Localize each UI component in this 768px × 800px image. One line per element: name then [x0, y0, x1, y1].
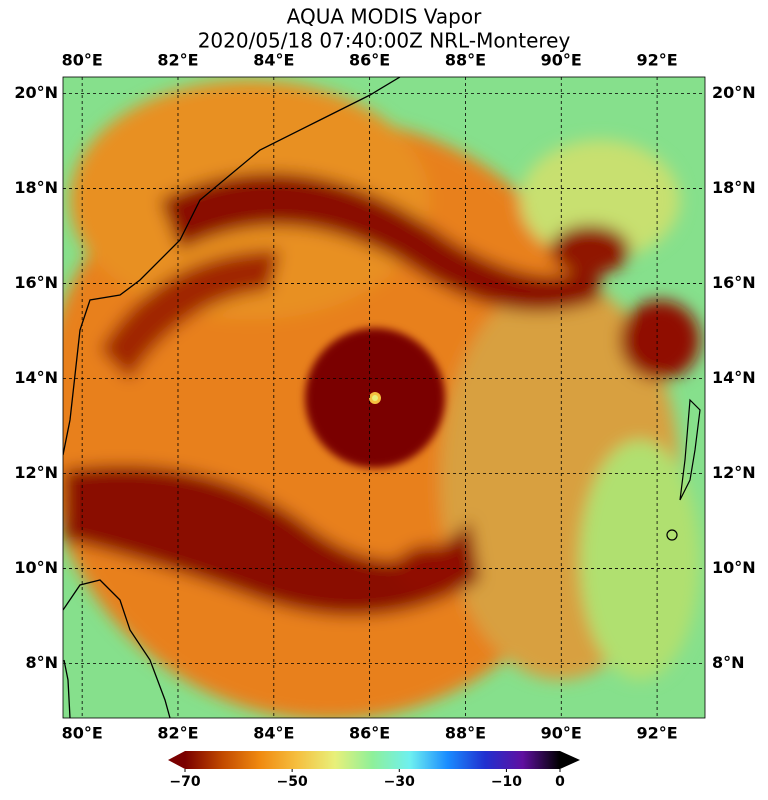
colorbar-bar [185, 751, 560, 769]
lat-tick-label: 14°N [712, 368, 756, 387]
colorbar-max-arrow [560, 751, 580, 769]
title-line: AQUA MODIS Vapor [287, 5, 482, 29]
lat-tick-label: 12°N [712, 463, 756, 482]
colorbar-tick-label: 0 [555, 774, 565, 790]
lat-tick-label: 18°N [712, 178, 756, 197]
lon-tick-label: 80°E [62, 724, 103, 743]
lat-tick-label: 16°N [712, 273, 756, 292]
colorbar-min-arrow [168, 751, 185, 769]
lon-tick-label: 84°E [253, 51, 294, 70]
lat-tick-label: 20°N [14, 83, 58, 102]
colorbar-tick-label: −10 [491, 774, 522, 790]
lon-tick-label: 86°E [349, 51, 390, 70]
lon-tick-label: 92°E [636, 724, 677, 743]
lat-tick-label: 8°N [25, 653, 58, 672]
lon-tick-label: 84°E [253, 724, 294, 743]
lon-tick-label: 88°E [445, 724, 486, 743]
title-line: 2020/05/18 07:40:00Z NRL-Monterey [198, 29, 571, 53]
lon-tick-label: 80°E [62, 51, 103, 70]
lat-tick-label: 18°N [14, 178, 58, 197]
lat-tick-label: 8°N [712, 653, 745, 672]
lat-tick-label: 10°N [14, 558, 58, 577]
lon-tick-label: 82°E [157, 51, 198, 70]
lon-tick-label: 88°E [445, 51, 486, 70]
lon-tick-label: 92°E [636, 51, 677, 70]
lon-tick-label: 82°E [157, 724, 198, 743]
map-frame [62, 76, 706, 719]
lat-tick-label: 16°N [14, 273, 58, 292]
lat-tick-label: 12°N [14, 463, 58, 482]
lon-tick-label: 90°E [541, 51, 582, 70]
colorbar-tick-label: −50 [277, 774, 308, 790]
lon-tick-label: 90°E [541, 724, 582, 743]
colorbar-tick-label: −30 [384, 774, 415, 790]
lon-tick-label: 86°E [349, 724, 390, 743]
colorbar: −70 −50 −30 −10 0 [168, 751, 580, 790]
lat-tick-label: 10°N [712, 558, 756, 577]
lat-tick-label: 20°N [712, 83, 756, 102]
lat-tick-label: 14°N [14, 368, 58, 387]
satellite-image [63, 77, 705, 718]
graticule: 80°E 80°E 82°E 82°E 84°E 84°E 86°E 86°E 88°E 88°E… [14, 51, 755, 743]
colorbar-tick-label: −70 [169, 774, 200, 790]
